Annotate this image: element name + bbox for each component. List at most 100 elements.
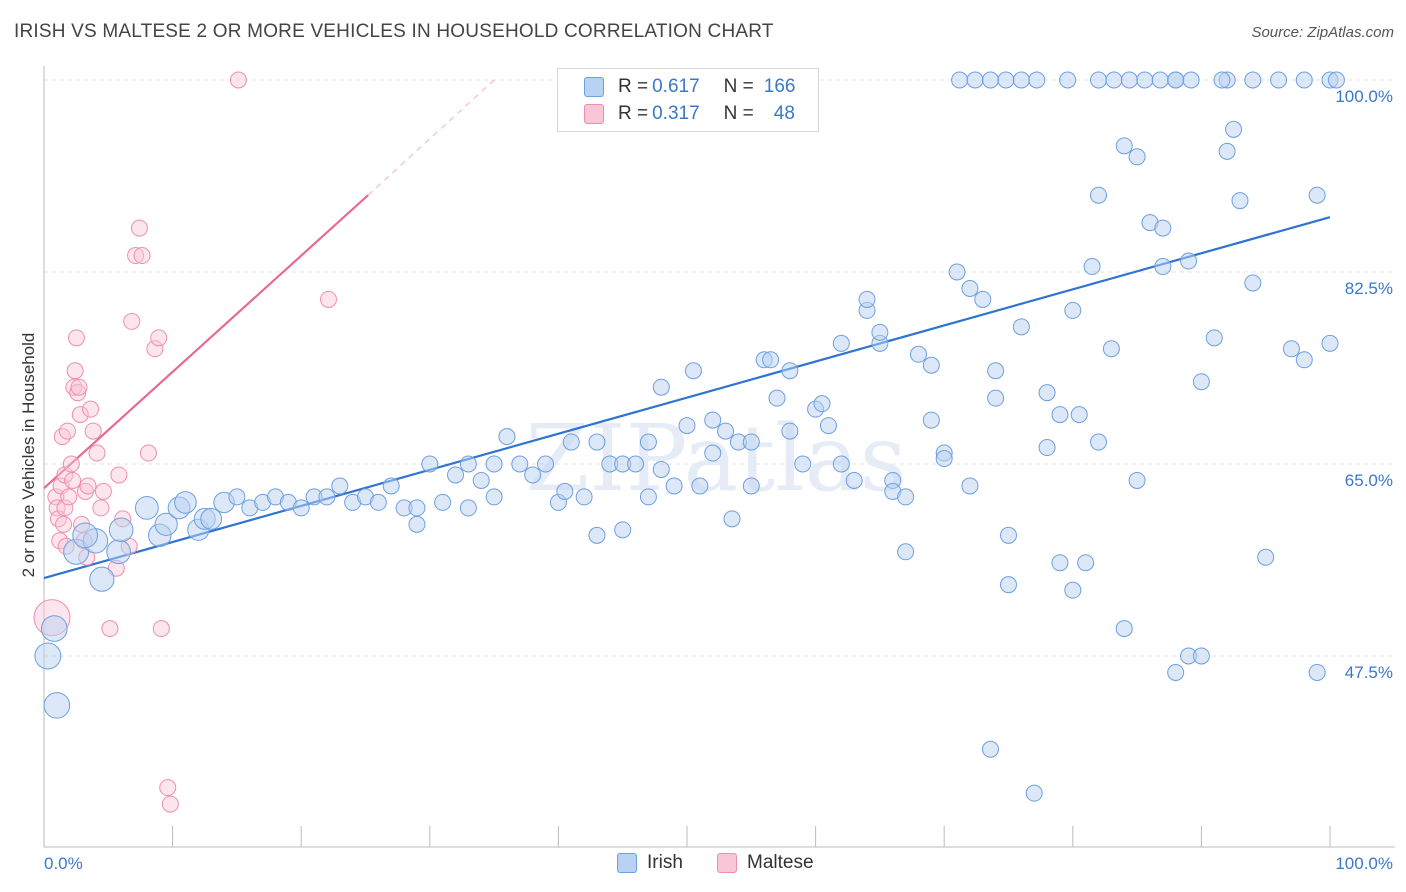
maltese-point	[64, 471, 82, 489]
irish-point	[974, 290, 992, 308]
irish-point	[524, 466, 542, 484]
irish-point	[961, 279, 979, 297]
irish-point	[794, 455, 812, 473]
irish-point	[909, 345, 927, 363]
maltese-point	[56, 499, 74, 517]
maltese-n-value: 48	[773, 103, 795, 124]
y-axis-label: 2 or more Vehicles in Household	[19, 333, 38, 578]
maltese-n-label: N =	[723, 103, 754, 124]
maltese-r-value: 0.317	[652, 103, 700, 124]
irish-point	[331, 477, 349, 495]
maltese-point	[101, 620, 119, 638]
stats-legend: R = 0.617 N = 166 R = 0.317 N = 48	[557, 68, 819, 132]
irish-point	[639, 433, 657, 451]
irish-point	[382, 477, 400, 495]
maltese-point	[79, 477, 97, 495]
irish-point	[1154, 258, 1172, 276]
irish-point	[1090, 71, 1108, 89]
irish-point	[43, 692, 71, 719]
irish-point	[1244, 71, 1262, 89]
maltese-point	[84, 422, 102, 440]
irish-point	[174, 491, 197, 514]
irish-point	[1218, 142, 1236, 160]
maltese-point	[229, 71, 247, 89]
irish-point	[1128, 148, 1146, 166]
irish-point	[966, 71, 984, 89]
irish-point	[704, 444, 722, 462]
irish-point	[1128, 471, 1146, 489]
irish-point	[1257, 548, 1275, 566]
irish-point	[134, 495, 159, 520]
maltese-point	[82, 400, 100, 418]
irish-point	[154, 512, 178, 536]
irish-point	[1059, 71, 1077, 89]
irish-point	[1064, 301, 1082, 319]
maltese-point	[69, 384, 87, 402]
irish-point	[1270, 71, 1288, 89]
irish-point	[485, 455, 503, 473]
maltese-point	[58, 422, 76, 440]
irish-point	[871, 323, 889, 341]
irish-swatch	[584, 77, 604, 97]
irish-point	[1064, 581, 1082, 599]
irish-point	[832, 455, 850, 473]
irish-point	[447, 466, 465, 484]
irish-point	[1038, 384, 1056, 402]
irish-point	[72, 522, 99, 549]
irish-point	[1205, 329, 1223, 347]
irish-point	[935, 450, 953, 468]
bottom-legend-irish: Irish	[617, 852, 683, 874]
irish-point	[292, 499, 310, 517]
bottom-legend-maltese: Maltese	[717, 852, 814, 874]
maltese-point	[47, 488, 65, 506]
irish-r-label: R =	[618, 76, 649, 97]
maltese-point	[161, 795, 179, 813]
irish-point	[1295, 351, 1313, 369]
irish-point	[1244, 274, 1262, 292]
axes	[43, 66, 1395, 848]
maltese-point	[94, 482, 112, 500]
irish-point	[1213, 71, 1231, 89]
irish-point	[704, 411, 722, 429]
irish-point	[665, 477, 683, 495]
y-tick-label: 47.5%	[1345, 663, 1393, 682]
y-tick-label: 100.0%	[1335, 87, 1393, 106]
irish-point	[1308, 186, 1326, 204]
maltese-points	[33, 71, 337, 813]
maltese-legend-label: Maltese	[747, 852, 814, 873]
irish-point	[951, 71, 969, 89]
irish-point	[922, 356, 940, 374]
irish-point	[1167, 71, 1185, 89]
irish-point	[1167, 663, 1185, 681]
irish-point	[1120, 71, 1138, 89]
irish-point	[1000, 576, 1017, 594]
irish-points	[34, 71, 1345, 802]
irish-point	[742, 477, 760, 495]
irish-point	[200, 507, 223, 530]
maltese-point	[92, 499, 110, 517]
irish-point	[832, 334, 850, 352]
irish-point	[228, 488, 246, 506]
x-tick-label: 0.0%	[44, 854, 83, 873]
irish-point	[819, 417, 837, 435]
irish-point	[588, 526, 606, 544]
irish-point	[1102, 340, 1120, 358]
irish-point	[652, 460, 670, 478]
irish-point	[1231, 192, 1249, 210]
irish-point	[1105, 71, 1123, 89]
maltese-point	[70, 378, 88, 396]
irish-point	[717, 422, 735, 440]
irish-point	[40, 615, 68, 642]
maltese-point	[159, 779, 177, 797]
irish-point	[1000, 526, 1017, 544]
irish-n-value: 166	[763, 76, 796, 97]
irish-point	[1192, 647, 1210, 665]
maltese-swatch	[584, 104, 604, 124]
trend-lines	[43, 79, 1331, 580]
irish-point	[1182, 71, 1200, 89]
irish-point	[1308, 663, 1326, 681]
irish-point	[987, 362, 1005, 380]
irish-point	[781, 422, 799, 440]
maltese-point	[55, 515, 73, 533]
